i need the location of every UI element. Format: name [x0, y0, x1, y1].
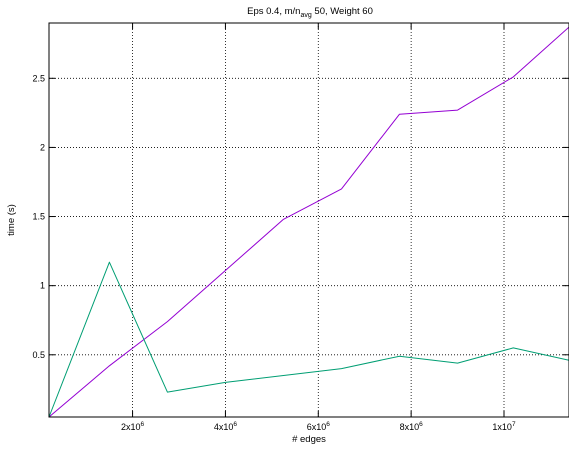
x-tick-label: 2x106 — [121, 421, 145, 432]
y-tick-label: 2 — [40, 142, 45, 152]
y-tick-label: 2.5 — [32, 73, 45, 83]
axis-ticks: 2x106 4x106 6x106 8x106 1x107 0.5 1 1.5 2 2.5 — [32, 23, 569, 432]
x-axis-label: # edges — [292, 434, 326, 445]
x-tick-label: 8x106 — [400, 421, 424, 432]
y-axis-label: time (s) — [6, 204, 17, 236]
chart-title: Eps 0.4, m/navg 50, Weight 60 — [247, 6, 373, 19]
y-tick-label: 1 — [40, 281, 45, 291]
x-tick-label: 6x106 — [307, 421, 331, 432]
plot-frame — [48, 22, 569, 418]
x-tick-label: 4x106 — [214, 421, 238, 432]
series-lines — [48, 26, 569, 418]
series-line-2 — [48, 261, 569, 418]
series-line-1 — [48, 26, 569, 418]
grid-lines — [49, 23, 569, 417]
y-tick-label: 1.5 — [32, 212, 45, 222]
x-tick-label: 1x107 — [492, 421, 516, 432]
y-tick-label: 0.5 — [32, 350, 45, 360]
